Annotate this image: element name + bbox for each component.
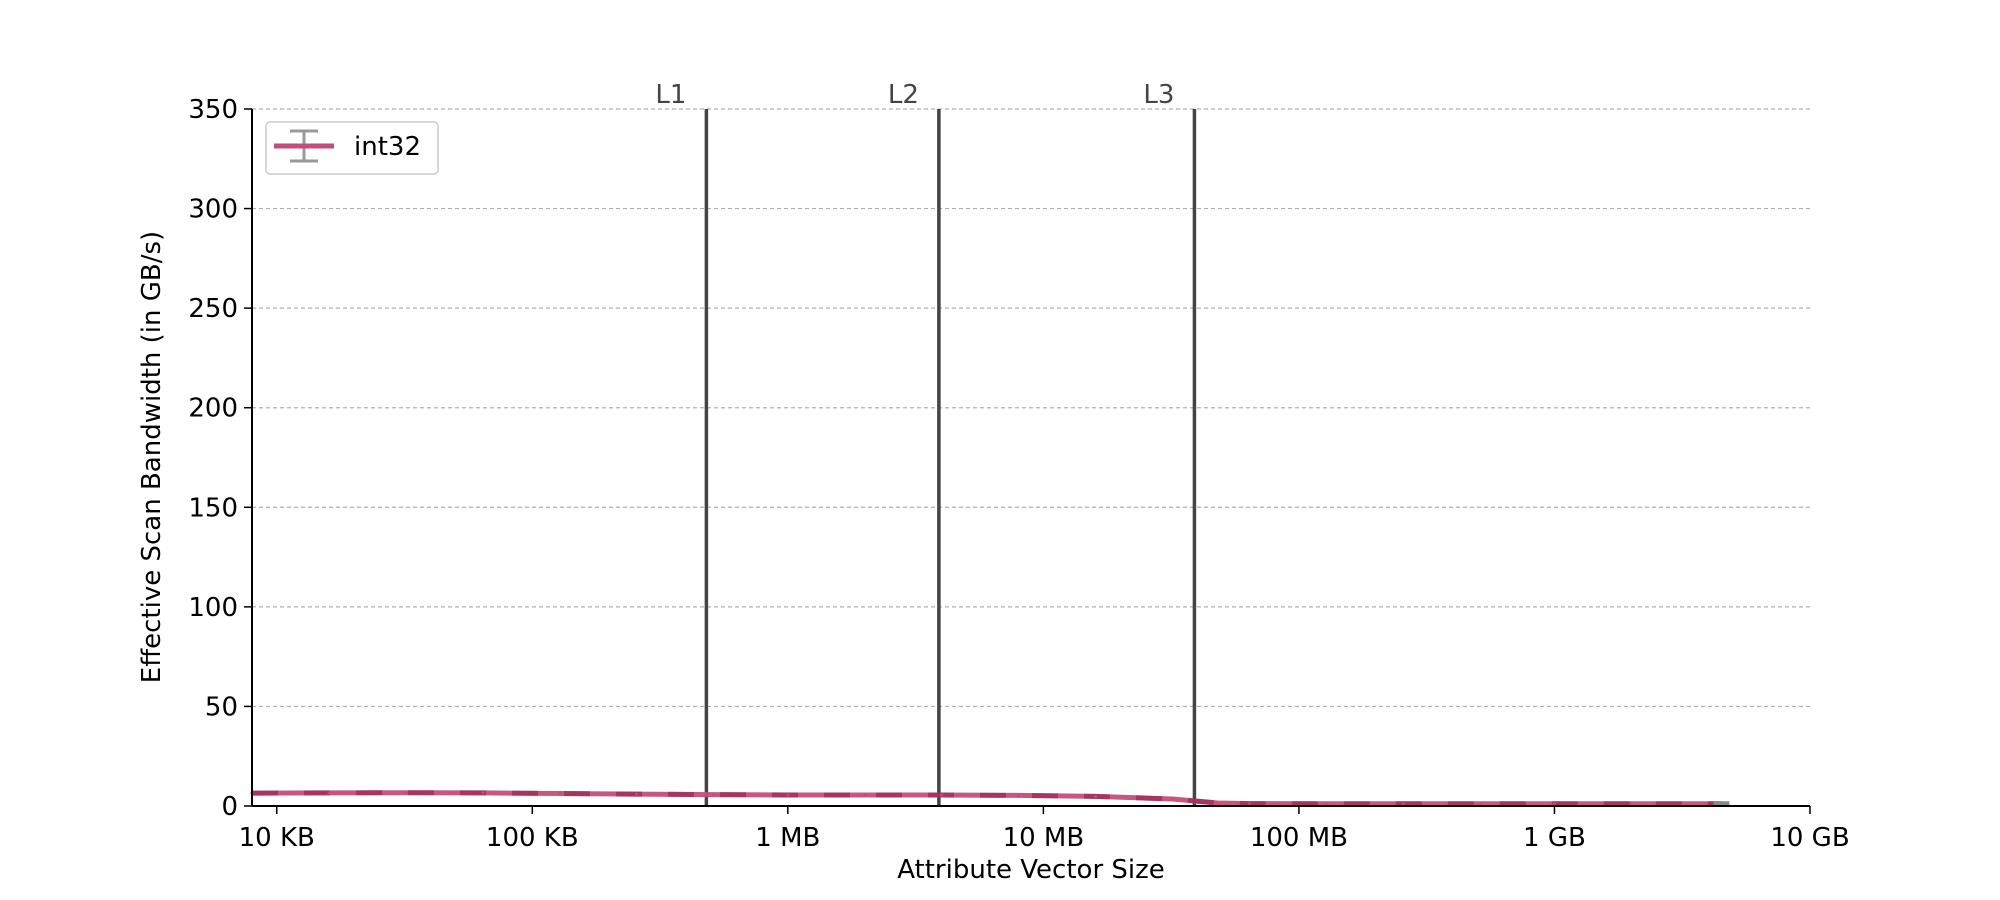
y-tick-label-250: 250 xyxy=(188,294,238,324)
x-tick-label-4: 100 MB xyxy=(1250,823,1348,853)
data-point xyxy=(1017,793,1021,797)
x-tick-label-0: 10 KB xyxy=(239,823,315,853)
data-point xyxy=(1401,802,1405,806)
data-point xyxy=(481,791,485,795)
data-point xyxy=(1215,801,1219,805)
series-dash-int32 xyxy=(251,790,1722,807)
data-point xyxy=(1094,794,1098,798)
data-point xyxy=(635,792,639,796)
y-tick-label-350: 350 xyxy=(188,95,238,125)
cache-label-l3: L3 xyxy=(1143,80,1174,110)
x-tick-label-5: 1 GB xyxy=(1523,823,1586,853)
y-tick-label-100: 100 xyxy=(188,593,238,623)
data-point xyxy=(1170,797,1174,801)
y-tick-label-300: 300 xyxy=(188,195,238,225)
data-point xyxy=(404,791,408,795)
x-tick-label-2: 1 MB xyxy=(755,823,820,853)
axes xyxy=(244,108,1811,814)
y-axis-title: Effective Scan Bandwidth (in GB/s) xyxy=(137,231,167,683)
y-tick-label-150: 150 xyxy=(188,493,238,523)
y-tick-label-50: 50 xyxy=(205,692,238,722)
data-point xyxy=(940,793,944,797)
data-point xyxy=(1552,802,1556,806)
x-tick-label-3: 10 MB xyxy=(1003,823,1085,853)
x-tick-label-1: 100 KB xyxy=(486,823,579,853)
x-tick-label-6: 10 GB xyxy=(1770,823,1849,853)
cache-label-l1: L1 xyxy=(655,80,686,110)
y-tick-label-200: 200 xyxy=(188,394,238,424)
x-axis-title: Attribute Vector Size xyxy=(897,855,1165,885)
legend: int32 xyxy=(265,121,439,175)
data-point xyxy=(863,793,867,797)
data-point xyxy=(1324,802,1328,806)
data-point xyxy=(1629,802,1633,806)
data-point xyxy=(1247,802,1251,806)
y-tick-label-0: 0 xyxy=(221,792,238,822)
data-point xyxy=(786,793,790,797)
grid-lines xyxy=(252,108,1810,708)
series-lines xyxy=(250,790,1730,807)
data-point xyxy=(327,791,331,795)
cache-size-markers: L1 L2 L3 xyxy=(655,80,1197,806)
legend-label-int32: int32 xyxy=(354,132,421,162)
cache-label-l2: L2 xyxy=(888,80,919,110)
data-point xyxy=(1478,802,1482,806)
data-point xyxy=(712,793,716,797)
data-point xyxy=(558,791,562,795)
tick-labels: 0 50 100 150 200 250 300 350 10 KB 100 KB 1 MB 10 M… xyxy=(188,95,1849,853)
